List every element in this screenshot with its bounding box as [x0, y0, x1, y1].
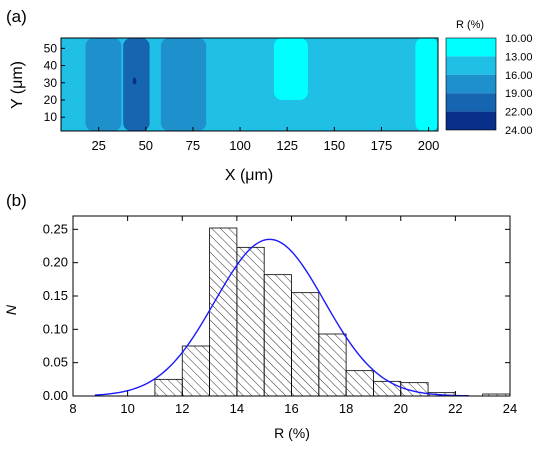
contour-region — [274, 38, 308, 100]
colorbar-frame — [445, 37, 497, 131]
x-tick-label: 16 — [284, 401, 298, 416]
histogram-bar — [154, 378, 183, 397]
panel-a-y-axis: 10 20 30 40 50 — [44, 41, 65, 124]
colorbar-level-label: 24.00 — [505, 125, 533, 137]
x-tick-label: 18 — [339, 401, 353, 416]
colorbar-level-label: 13.00 — [505, 51, 533, 63]
contour-region — [85, 38, 122, 131]
histogram-bar — [236, 246, 265, 397]
colorbar-level-label: 22.00 — [505, 107, 533, 119]
y-tick-label: 20 — [44, 93, 58, 107]
x-tick-label: 22 — [448, 401, 462, 416]
contour-field — [61, 38, 438, 131]
y-tick-label: 10 — [44, 110, 58, 124]
y-tick-label: 0.00 — [43, 388, 68, 403]
x-tick-label: 50 — [139, 138, 153, 153]
x-tick-label: 24 — [503, 401, 517, 416]
colorbar-level-label: 19.00 — [505, 88, 533, 100]
contour-region — [160, 38, 207, 131]
y-tick-label: 30 — [44, 76, 58, 90]
colorbar-level-label: 16.00 — [505, 70, 533, 82]
y-tick-label: 0.20 — [43, 255, 68, 270]
histogram-bar — [209, 227, 238, 397]
histogram-bar — [345, 370, 374, 397]
y-tick-label: 0.10 — [43, 321, 68, 336]
y-tick-label: 0.05 — [43, 355, 68, 370]
colorbar: 10.00 13.00 16.00 19.00 22.00 24.00 — [445, 33, 533, 137]
panel-a-label: (a) — [6, 7, 27, 26]
y-tick-label: 50 — [44, 41, 58, 55]
panel-a-x-label: X (μm) — [225, 167, 273, 184]
x-tick-label: 25 — [91, 138, 105, 153]
panel-a-x-axis: 25 50 75 100 125 150 175 200 — [91, 127, 439, 153]
histogram-bar — [318, 333, 347, 397]
contour-region — [132, 77, 137, 85]
x-tick-label: 75 — [186, 138, 200, 153]
colorbar-swatch — [446, 38, 496, 57]
histogram-bar — [373, 380, 402, 397]
x-tick-label: 125 — [276, 138, 298, 153]
histogram-bars — [154, 227, 511, 397]
colorbar-swatch — [446, 111, 496, 130]
colorbar-level-label: 10.00 — [505, 33, 533, 45]
histogram-bar — [263, 274, 292, 397]
colorbar-swatch — [446, 74, 496, 94]
y-tick-label: 40 — [44, 59, 58, 73]
x-tick-label: 175 — [371, 138, 393, 153]
x-tick-label: 200 — [418, 138, 440, 153]
colorbar-swatch — [446, 56, 496, 75]
contour-region — [123, 38, 150, 131]
y-tick-label: 0.15 — [43, 288, 68, 303]
x-tick-label: 20 — [394, 401, 408, 416]
histogram-bar — [291, 292, 320, 397]
histogram-bar — [181, 345, 210, 397]
x-tick-label: 100 — [229, 138, 251, 153]
x-tick-label: 12 — [175, 401, 189, 416]
panel-b: 8 10 12 14 16 18 20 22 24 0.000.050.100.150.200.… — [3, 215, 517, 441]
colorbar-swatch — [446, 93, 496, 112]
panel-b-x-label: R (%) — [274, 425, 310, 441]
y-tick-label: 0.25 — [43, 221, 68, 236]
panel-b-x-axis: 8 10 12 14 16 18 20 22 24 — [69, 216, 517, 416]
panel-b-label: (b) — [6, 191, 27, 210]
contour-region — [415, 38, 438, 131]
panel-a-y-label: Y (μm) — [9, 61, 26, 109]
gaussian-fit-line — [94, 238, 470, 397]
x-tick-label: 14 — [230, 401, 244, 416]
x-tick-label: 8 — [69, 401, 76, 416]
colorbar-title: R (%) — [456, 19, 484, 31]
x-tick-label: 10 — [120, 401, 134, 416]
x-tick-label: 150 — [323, 138, 345, 153]
panel-b-y-axis: 0.00 0.05 0.10 0.15 0.20 0.25 — [43, 221, 510, 403]
panel-b-y-label: N — [3, 304, 19, 315]
panel-a-frame — [60, 37, 439, 132]
